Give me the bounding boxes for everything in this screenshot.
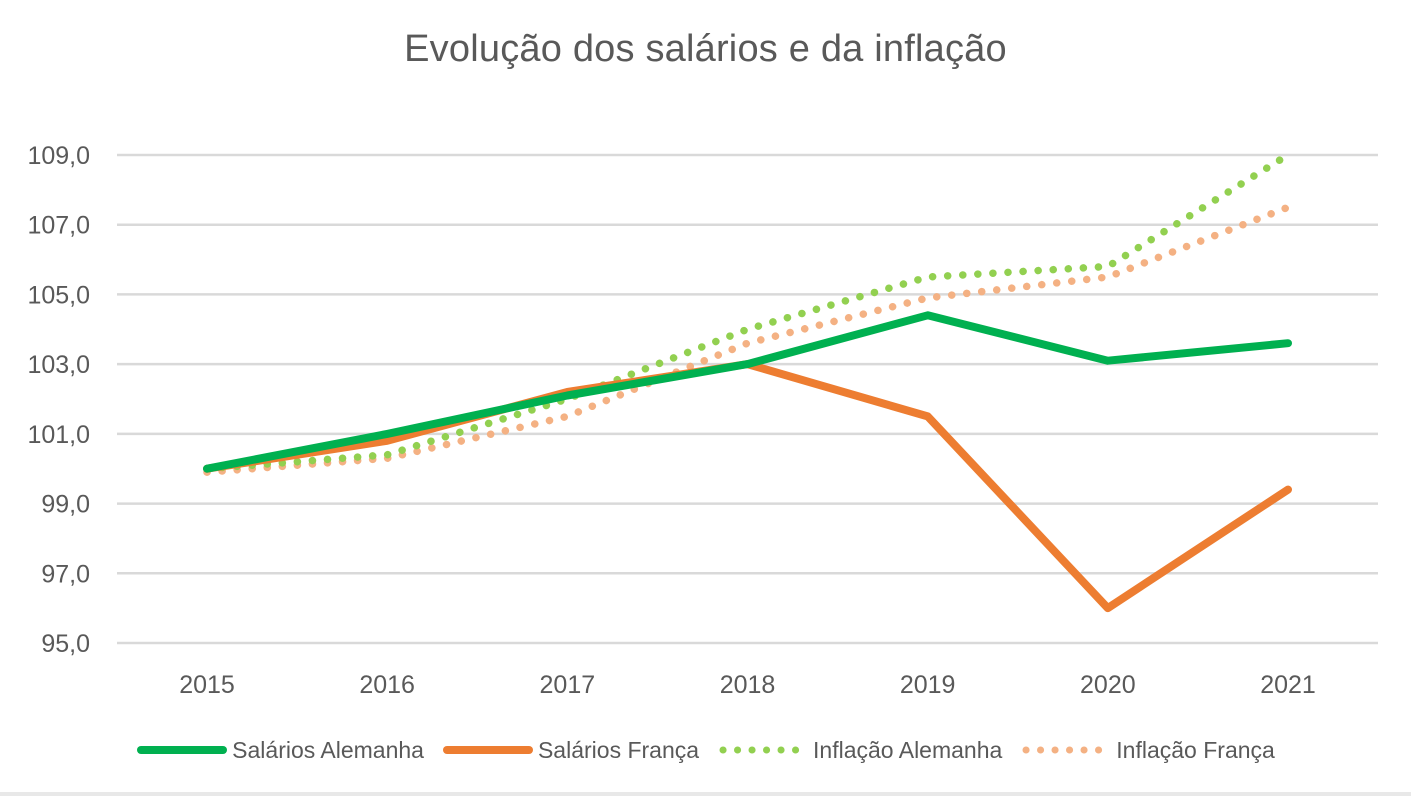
gridlines bbox=[117, 153, 1378, 645]
series-lines bbox=[203, 151, 1292, 613]
x-tick-label: 2018 bbox=[720, 671, 776, 699]
x-tick-label: 2020 bbox=[1080, 671, 1136, 699]
y-tick-label: 109,0 bbox=[27, 142, 90, 170]
y-tick-label: 97,0 bbox=[41, 560, 90, 588]
x-tick-label: 2021 bbox=[1260, 671, 1316, 699]
y-tick-label: 99,0 bbox=[41, 491, 90, 519]
legend-label: Inflação Alemanha bbox=[813, 736, 1003, 763]
legend-label: Salários Alemanha bbox=[232, 736, 424, 763]
series-line-infla-o-fran-a bbox=[203, 203, 1292, 476]
legend-label: Salários França bbox=[537, 736, 700, 763]
y-tick-label: 107,0 bbox=[27, 212, 90, 240]
y-tick-label: 103,0 bbox=[27, 351, 90, 379]
legend-item-inflacao-franca[interactable]: Inflação França bbox=[1020, 737, 1275, 764]
x-tick-label: 2017 bbox=[540, 671, 596, 699]
x-axis-ticks: 2015 2016 2017 2018 2019 2020 2021 bbox=[179, 671, 1316, 699]
legend-label: Inflação França bbox=[1116, 736, 1275, 763]
legend-swatch-dotted-peach bbox=[1022, 746, 1112, 754]
y-axis-ticks: 109,0 107,0 105,0 103,0 101,0 99,0 97,0 95,0 bbox=[27, 142, 90, 658]
legend-item-inflacao-alemanha[interactable]: Inflação Alemanha bbox=[717, 737, 1002, 764]
legend-swatch-dotted-lightgreen bbox=[719, 746, 809, 754]
legend-swatch-solid-orange bbox=[442, 746, 533, 754]
series-line-sal-rios-fran-a bbox=[203, 360, 1292, 613]
legend-item-salarios-franca[interactable]: Salários França bbox=[442, 737, 699, 764]
legend-item-salarios-alemanha[interactable]: Salários Alemanha bbox=[136, 737, 424, 764]
legend-swatch-solid-green bbox=[137, 746, 228, 754]
chart-title: Evolução dos salários e da inflação bbox=[404, 28, 1007, 70]
y-tick-label: 101,0 bbox=[27, 421, 90, 449]
x-tick-label: 2015 bbox=[179, 671, 235, 699]
y-tick-label: 105,0 bbox=[27, 281, 90, 309]
series-line-sal-rios-alemanha bbox=[203, 311, 1292, 473]
y-tick-label: 95,0 bbox=[41, 630, 90, 658]
x-tick-label: 2019 bbox=[900, 671, 956, 699]
legend: Salários Alemanha Salários França Inflaç… bbox=[0, 730, 1411, 770]
frame-bottom-edge bbox=[0, 792, 1411, 796]
series-line-infla-o-alemanha bbox=[203, 151, 1292, 473]
x-tick-label: 2016 bbox=[359, 671, 415, 699]
